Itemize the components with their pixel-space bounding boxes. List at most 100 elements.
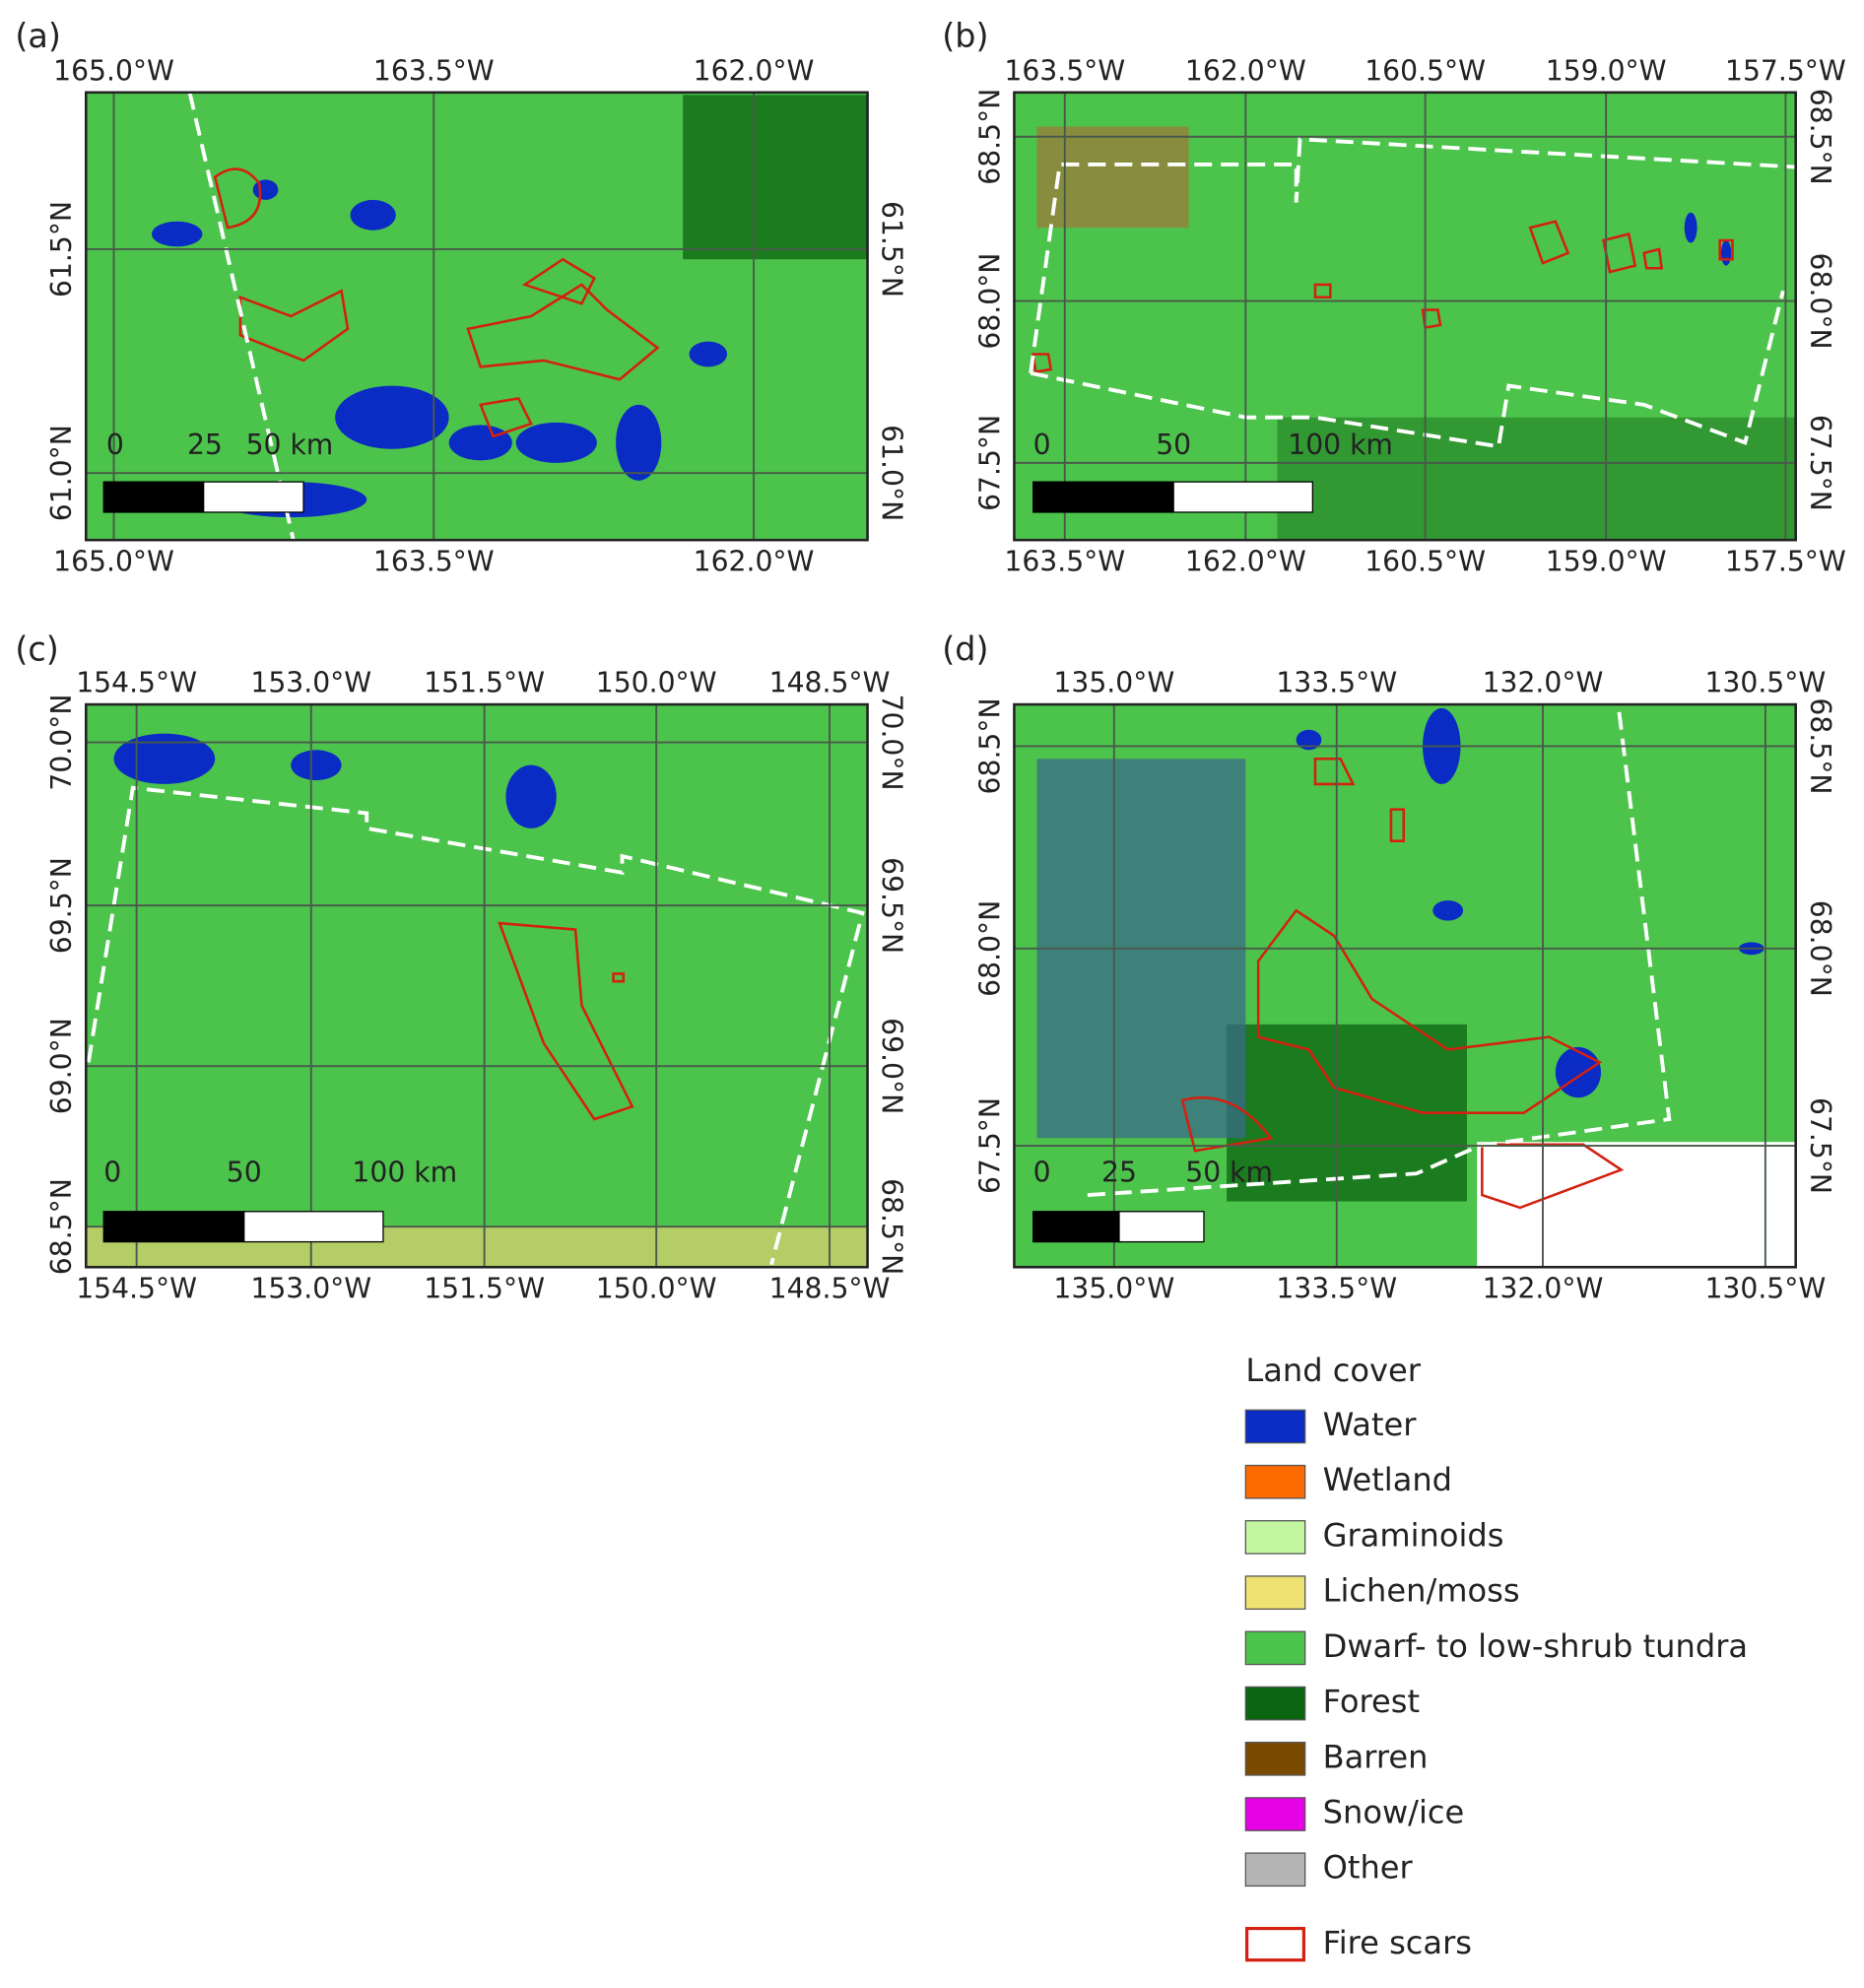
legend-swatch xyxy=(1244,1686,1306,1721)
lon-label: 148.5°W xyxy=(769,1272,891,1304)
lat-label: 61.0°N xyxy=(45,425,78,521)
lon-label: 132.0°W xyxy=(1483,667,1604,699)
lon-label: 162.0°W xyxy=(1185,54,1306,87)
lat-label: 70.0°N xyxy=(876,695,908,791)
lat-label: 69.0°N xyxy=(876,1018,908,1114)
lat-label: 69.5°N xyxy=(876,857,908,954)
lon-label: 151.5°W xyxy=(424,1272,545,1304)
fire-scar xyxy=(1389,808,1406,842)
lat-label: 68.5°N xyxy=(45,1178,78,1275)
lat-label: 67.5°N xyxy=(973,1097,1006,1194)
map-panel: (b) 163.5°W 163.5°W 162.0°W 162.0°W 160.5°W 16… xyxy=(942,17,1846,577)
fire-scar xyxy=(238,289,350,363)
water-body xyxy=(335,385,449,449)
map-area xyxy=(1014,704,1796,1268)
lon-label: 157.5°W xyxy=(1725,54,1846,87)
footprint xyxy=(1029,137,1796,374)
lon-label: 162.0°W xyxy=(694,54,815,87)
lon-label: 163.5°W xyxy=(373,54,495,87)
scale-label: 25 xyxy=(1101,1156,1137,1188)
lat-label: 68.0°N xyxy=(973,900,1006,997)
water-body xyxy=(448,425,512,461)
panel-label: (a) xyxy=(15,17,60,55)
lon-label: 165.0°W xyxy=(53,54,174,87)
land-cover-region xyxy=(683,95,868,260)
map-frame xyxy=(85,702,869,1269)
lon-label: 150.0°W xyxy=(596,667,717,699)
scale-label: 25 xyxy=(187,429,223,461)
fire-scar xyxy=(1313,757,1356,786)
water-body xyxy=(1432,900,1464,921)
scale-bar-white xyxy=(1118,1211,1205,1243)
legend-label: Other xyxy=(1323,1849,1414,1887)
land-cover-region xyxy=(1036,126,1189,229)
lon-label: 148.5°W xyxy=(769,667,891,699)
legend-swatch xyxy=(1244,1520,1306,1555)
panel-label: (d) xyxy=(942,630,988,669)
lon-label: 151.5°W xyxy=(424,667,545,699)
lon-label: 153.0°W xyxy=(250,1272,371,1304)
lat-label: 68.5°N xyxy=(1804,697,1836,794)
map-frame xyxy=(85,91,869,542)
scale-label: 0 xyxy=(1033,1156,1051,1188)
legend-swatch xyxy=(1245,1926,1305,1962)
scale-bar-black xyxy=(1032,1211,1120,1243)
lon-label: 163.5°W xyxy=(1004,545,1125,577)
fire-scar xyxy=(1602,232,1637,274)
lat-label: 68.5°N xyxy=(973,89,1006,185)
legend-label: Forest xyxy=(1323,1683,1420,1720)
lon-label: 135.0°W xyxy=(1053,1272,1174,1304)
legend: Land cover Water Wetland Graminoids Lichen/m… xyxy=(1244,1352,1748,1962)
panel-label: (c) xyxy=(15,630,58,669)
fire-scar xyxy=(466,283,660,381)
scale-label: 50 xyxy=(227,1156,262,1188)
map-panel: (d) 135.0°W 135.0°W 133.5°W 133.5°W 132.0°W 13… xyxy=(942,630,1836,1305)
scale-label: 0 xyxy=(106,429,124,461)
fire-scar xyxy=(1718,238,1734,261)
map-area xyxy=(86,92,868,541)
map-panel: (c) 154.5°W 154.5°W 153.0°W 153.0°W 151.5°W 15… xyxy=(15,630,907,1305)
scale-bar-black xyxy=(1032,481,1174,513)
lat-label: 68.5°N xyxy=(1804,89,1836,185)
lon-label: 160.5°W xyxy=(1365,545,1486,577)
legend-swatch xyxy=(1244,1409,1306,1444)
legend-label: Dwarf- to low-shrub tundra xyxy=(1323,1627,1748,1665)
lon-label: 153.0°W xyxy=(250,667,371,699)
water-body xyxy=(1684,212,1698,243)
legend-swatch xyxy=(1244,1797,1306,1831)
lon-label: 132.0°W xyxy=(1483,1272,1604,1304)
fire-scar xyxy=(1642,247,1664,270)
lon-label: 130.5°W xyxy=(1704,1272,1826,1304)
water-body xyxy=(1720,239,1732,266)
lat-label: 69.0°N xyxy=(45,1018,78,1114)
water-body xyxy=(616,404,662,481)
lon-label: 163.5°W xyxy=(373,545,495,577)
fire-scar xyxy=(213,167,262,230)
water-body xyxy=(113,733,216,784)
map-frame xyxy=(1013,702,1797,1269)
map-area xyxy=(86,704,868,1268)
water-body xyxy=(515,422,597,463)
scale-label: 100 km xyxy=(1288,429,1393,461)
footprint xyxy=(86,785,865,1266)
legend-label: Lichen/moss xyxy=(1323,1572,1520,1610)
lon-label: 162.0°W xyxy=(1185,545,1306,577)
water-body xyxy=(291,750,342,781)
fire-scar xyxy=(1313,283,1332,299)
water-body xyxy=(350,199,396,231)
map-panel: (a)165.0°W165.0°W163.5°W163.5°W162.0°W16… xyxy=(15,17,907,577)
lat-label: 70.0°N xyxy=(45,695,78,791)
lon-label: 157.5°W xyxy=(1725,545,1846,577)
lat-label: 68.0°N xyxy=(1804,900,1836,997)
water-body xyxy=(152,221,203,247)
lon-label: 162.0°W xyxy=(694,545,815,577)
land-cover-region xyxy=(1277,417,1796,541)
scale-bar-black xyxy=(102,481,205,513)
fire-scar xyxy=(612,972,626,983)
lon-label: 165.0°W xyxy=(53,545,174,577)
fire-scar xyxy=(1032,353,1053,373)
legend-swatch xyxy=(1244,1630,1306,1666)
lat-label: 61.5°N xyxy=(45,201,78,298)
lon-label: 133.5°W xyxy=(1276,1272,1397,1304)
